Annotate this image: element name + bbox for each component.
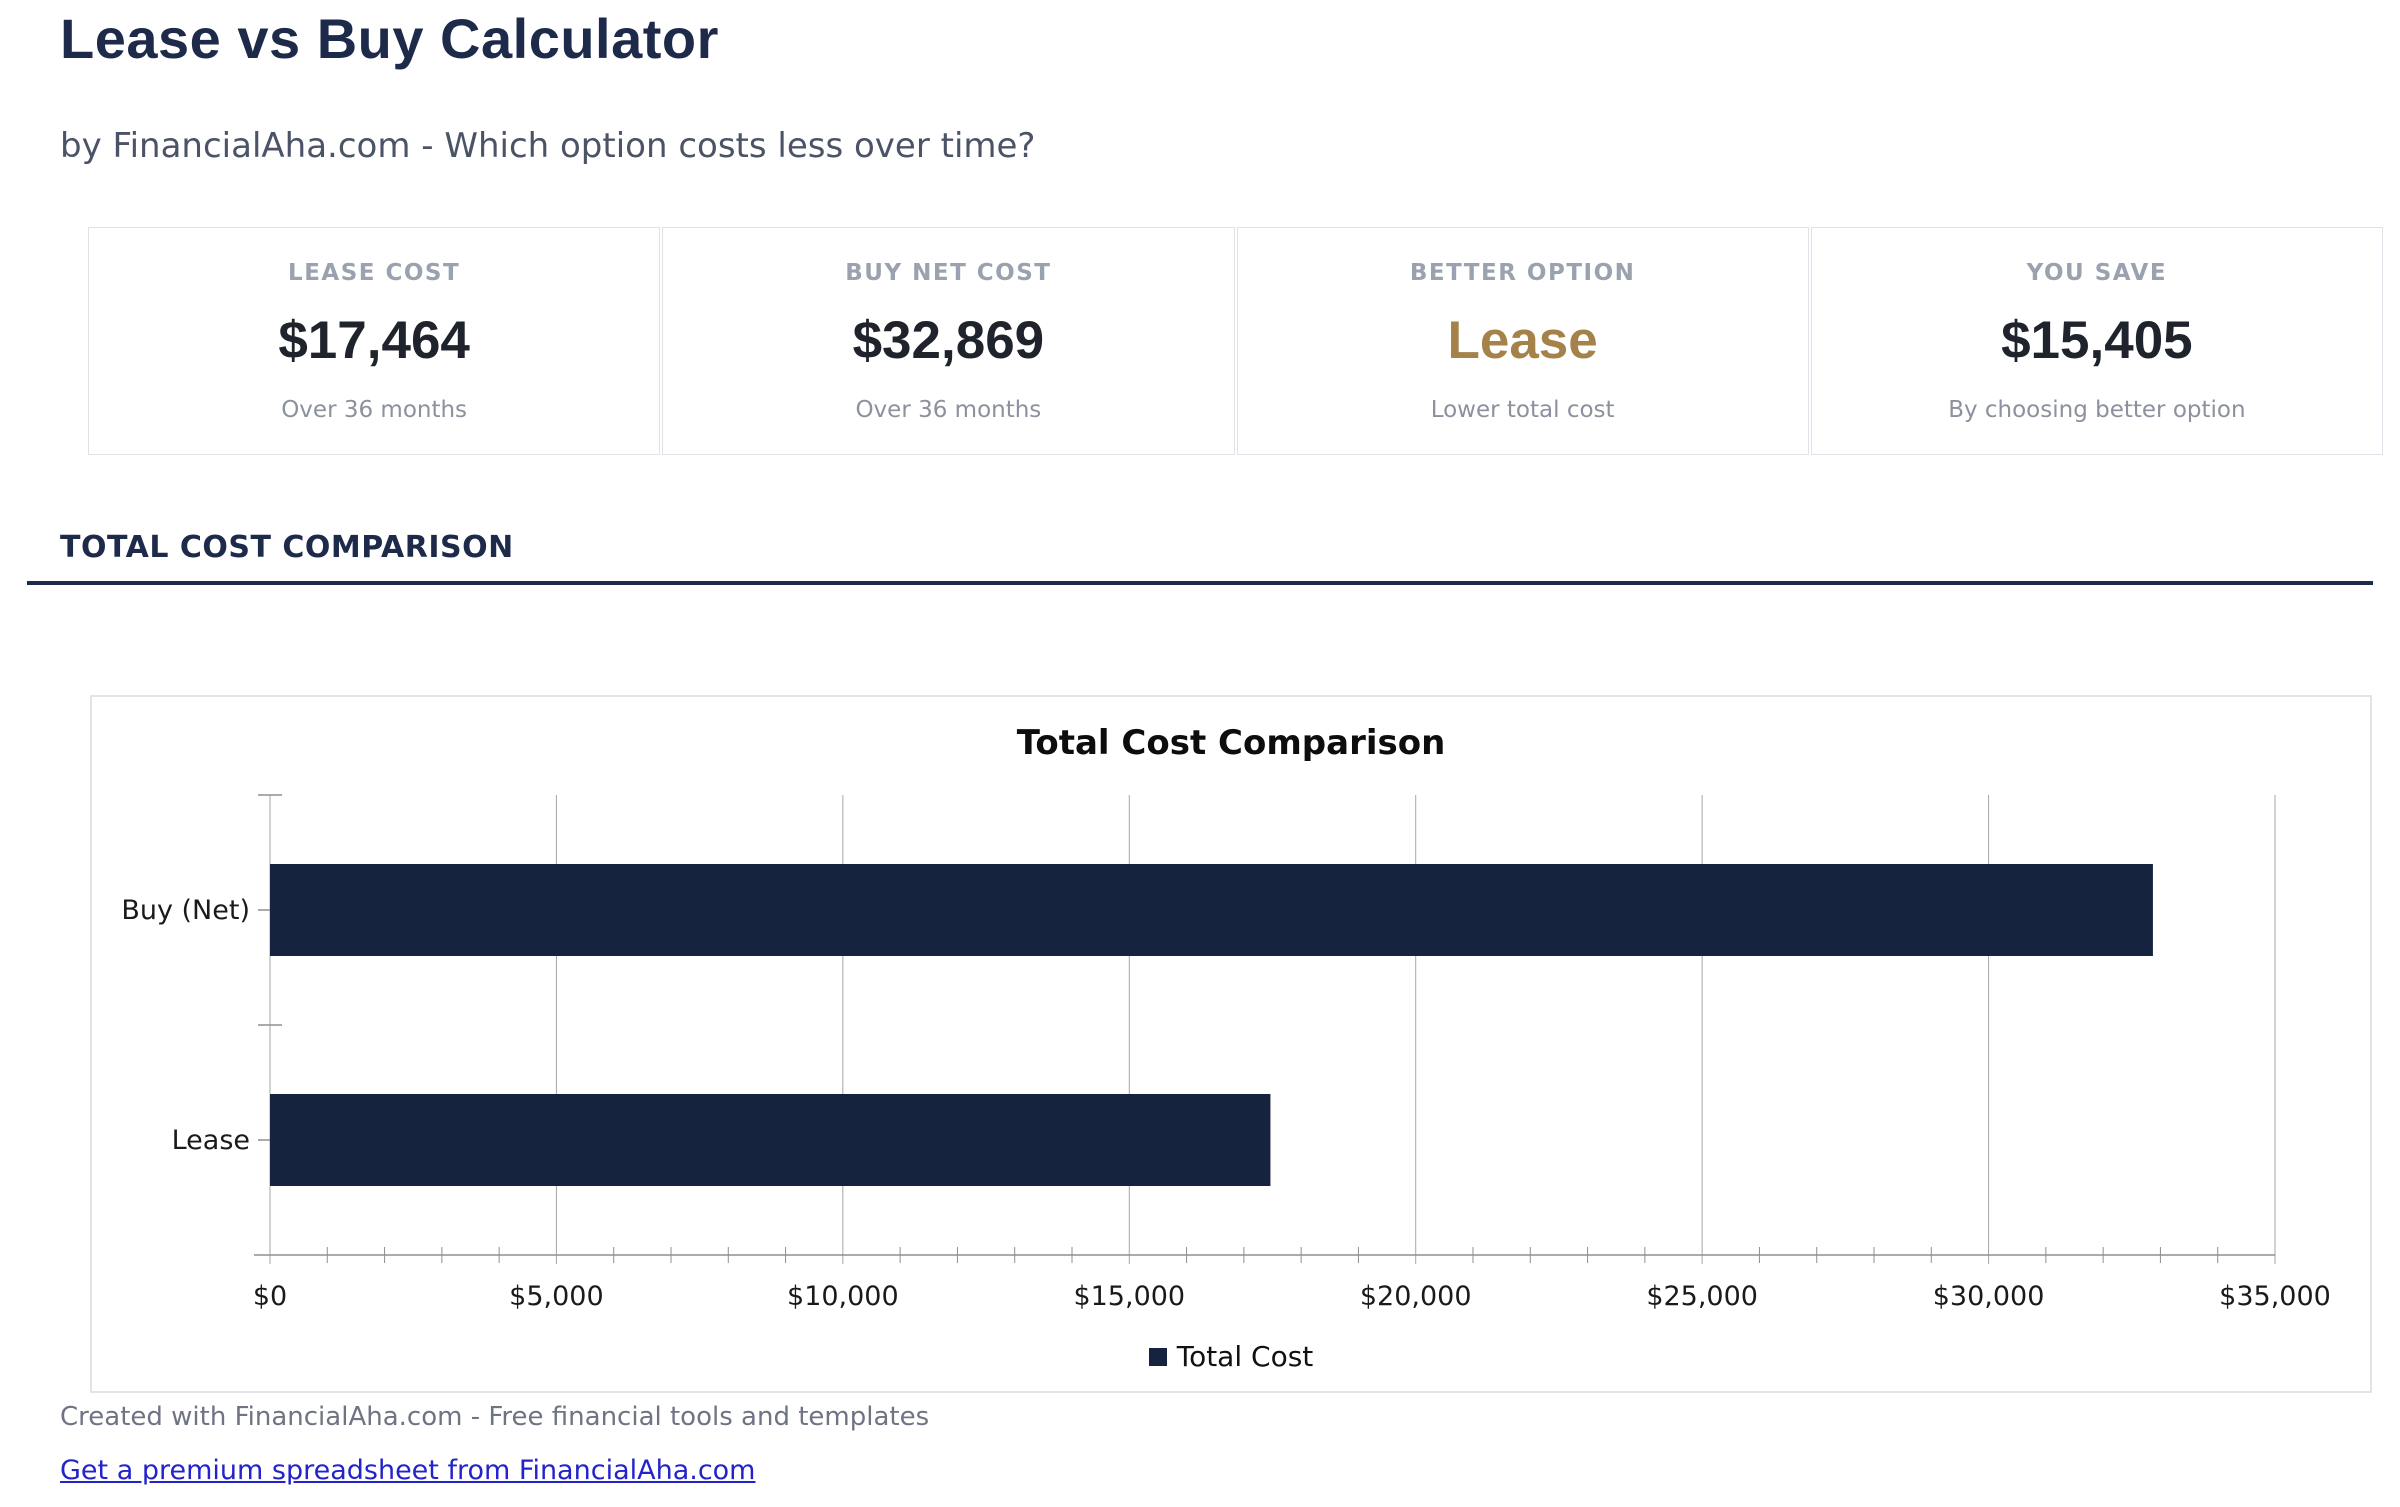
x-tick-label: $15,000 xyxy=(1073,1281,1185,1312)
card-label: LEASE COST xyxy=(288,259,461,286)
card-subtext: By choosing better option xyxy=(1948,396,2246,423)
chart-title: Total Cost Comparison xyxy=(1016,723,1446,763)
total-cost-bar-chart: $0 $5,000 $10,000 $15,000 $20,000 $25,000 $30,… xyxy=(121,794,2331,1312)
page-title: Lease vs Buy Calculator xyxy=(60,7,719,70)
chart-bar-lease xyxy=(270,1094,1271,1186)
card-value: Lease xyxy=(1447,310,1598,370)
section-divider xyxy=(27,581,2373,585)
card-label: BUY NET COST xyxy=(845,259,1052,286)
chart-legend: Total Cost xyxy=(92,1340,2370,1373)
x-tick-label: $20,000 xyxy=(1360,1281,1472,1312)
y-category-label: Buy (Net) xyxy=(121,895,250,926)
card-buy-net-cost: BUY NET COST $32,869 Over 36 months xyxy=(662,227,1235,455)
premium-spreadsheet-link[interactable]: Get a premium spreadsheet from Financial… xyxy=(60,1455,756,1486)
x-tick-label: $30,000 xyxy=(1933,1281,2045,1312)
card-better-option: BETTER OPTION Lease Lower total cost xyxy=(1236,227,1809,455)
x-tick-label: $5,000 xyxy=(509,1281,603,1312)
chart-bar-buy-net xyxy=(270,864,2153,956)
card-subtext: Over 36 months xyxy=(281,396,468,423)
card-subtext: Over 36 months xyxy=(855,396,1042,423)
card-label: YOU SAVE xyxy=(2026,259,2168,286)
legend-marker xyxy=(1148,1347,1167,1366)
card-value: $17,464 xyxy=(278,310,470,370)
section-title: TOTAL COST COMPARISON xyxy=(60,530,514,565)
x-tick-label: $0 xyxy=(253,1281,287,1312)
y-category-label: Lease xyxy=(172,1125,250,1156)
legend-label: Total Cost xyxy=(1176,1340,1314,1373)
card-you-save: YOU SAVE $15,405 By choosing better opti… xyxy=(1810,227,2383,455)
card-value: $32,869 xyxy=(852,310,1045,370)
card-lease-cost: LEASE COST $17,464 Over 36 months xyxy=(88,227,661,455)
card-subtext: Lower total cost xyxy=(1430,396,1615,423)
card-value: $15,405 xyxy=(2001,310,2193,370)
x-tick-label: $25,000 xyxy=(1646,1281,1758,1312)
x-tick-label: $35,000 xyxy=(2219,1281,2331,1312)
card-label: BETTER OPTION xyxy=(1409,259,1636,286)
footer-credit: Created with FinancialAha.com - Free fin… xyxy=(60,1402,930,1432)
x-tick-label: $10,000 xyxy=(787,1281,899,1312)
chart-panel: $0 $5,000 $10,000 $15,000 $20,000 $25,000 $30,… xyxy=(90,695,2372,1393)
page-subtitle: by FinancialAha.com - Which option costs… xyxy=(60,126,1036,166)
summary-cards-row: LEASE COST $17,464 Over 36 months BUY NE… xyxy=(88,227,2383,455)
